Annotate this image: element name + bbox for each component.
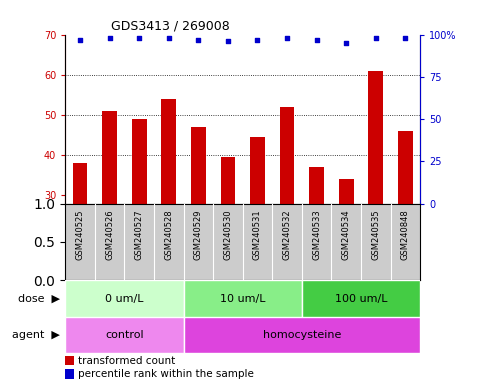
- Bar: [72, 163, 87, 204]
- Point: [224, 38, 232, 45]
- Text: GSM240529: GSM240529: [194, 210, 203, 260]
- Bar: [302, 280, 420, 317]
- Bar: [65, 317, 184, 353]
- Point: [372, 35, 380, 41]
- Bar: [184, 280, 302, 317]
- Point: [313, 36, 321, 43]
- Bar: [65, 356, 74, 366]
- Text: control: control: [105, 330, 143, 340]
- Bar: [65, 280, 184, 317]
- Text: GSM240534: GSM240534: [342, 210, 351, 260]
- Point: [254, 36, 261, 43]
- Text: percentile rank within the sample: percentile rank within the sample: [78, 369, 254, 379]
- Point: [165, 35, 172, 41]
- Text: 10 um/L: 10 um/L: [220, 293, 266, 304]
- Text: homocysteine: homocysteine: [263, 330, 341, 340]
- Bar: [191, 127, 206, 204]
- Point: [401, 35, 409, 41]
- Text: GSM240535: GSM240535: [371, 210, 380, 260]
- Text: transformed count: transformed count: [78, 356, 175, 366]
- Point: [342, 40, 350, 46]
- Point: [195, 36, 202, 43]
- Bar: [102, 111, 117, 204]
- Text: GSM240532: GSM240532: [283, 210, 292, 260]
- Bar: [221, 157, 235, 204]
- Text: GSM240531: GSM240531: [253, 210, 262, 260]
- Bar: [280, 107, 295, 204]
- Text: GDS3413 / 269008: GDS3413 / 269008: [111, 20, 229, 33]
- Text: dose  ▶: dose ▶: [18, 293, 60, 304]
- Bar: [161, 99, 176, 204]
- Bar: [184, 317, 420, 353]
- Bar: [65, 369, 74, 379]
- Point: [283, 35, 291, 41]
- Point: [135, 35, 143, 41]
- Text: GSM240525: GSM240525: [75, 210, 85, 260]
- Text: GSM240533: GSM240533: [312, 210, 321, 260]
- Bar: [132, 119, 146, 204]
- Text: GSM240530: GSM240530: [224, 210, 232, 260]
- Text: GSM240527: GSM240527: [135, 210, 143, 260]
- Text: GSM240848: GSM240848: [401, 210, 410, 260]
- Point: [76, 36, 84, 43]
- Bar: [250, 137, 265, 204]
- Text: 100 um/L: 100 um/L: [335, 293, 387, 304]
- Bar: [398, 131, 413, 204]
- Bar: [339, 179, 354, 204]
- Text: agent  ▶: agent ▶: [13, 330, 60, 340]
- Bar: [309, 167, 324, 204]
- Text: 0 um/L: 0 um/L: [105, 293, 143, 304]
- Text: GSM240528: GSM240528: [164, 210, 173, 260]
- Text: GSM240526: GSM240526: [105, 210, 114, 260]
- Bar: [369, 71, 383, 204]
- Point: [106, 35, 114, 41]
